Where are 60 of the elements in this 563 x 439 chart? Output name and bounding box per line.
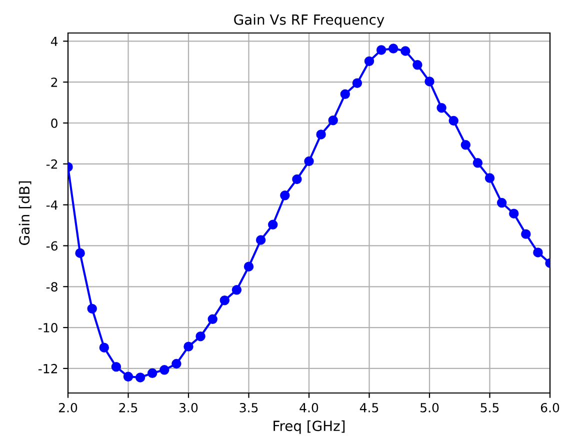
y-tick-label: -10 xyxy=(38,323,58,332)
point xyxy=(280,190,290,200)
point xyxy=(220,295,230,306)
point xyxy=(496,198,507,208)
point xyxy=(123,372,134,382)
point xyxy=(412,60,422,70)
y-tick-label: 2 xyxy=(51,78,58,87)
x-tick-label: 6.0 xyxy=(540,402,560,412)
x-tick-label: 3.0 xyxy=(180,402,198,412)
x-tick-label: 5.5 xyxy=(480,403,499,412)
x-tick-label: 2.5 xyxy=(119,402,138,412)
point xyxy=(75,248,85,258)
point xyxy=(256,235,266,245)
point xyxy=(244,262,254,272)
point xyxy=(472,158,483,168)
y-tick-label: -2 xyxy=(46,159,58,169)
y-tick-label: -12 xyxy=(38,364,58,374)
point xyxy=(376,45,386,55)
point xyxy=(352,78,362,88)
x-tick-label: 4.0 xyxy=(300,402,318,412)
point xyxy=(172,358,182,369)
point xyxy=(196,331,206,342)
point xyxy=(316,130,326,140)
point xyxy=(424,76,434,86)
y-tick-label: -4 xyxy=(46,200,58,210)
x-tick-label: 2.0 xyxy=(58,402,78,412)
y-tick-label: -6 xyxy=(46,241,58,251)
point xyxy=(388,44,398,54)
point xyxy=(533,248,543,258)
point xyxy=(184,342,194,352)
point xyxy=(508,208,519,218)
point xyxy=(340,89,350,100)
x-tick-label: 5.0 xyxy=(420,402,439,412)
chart-title: Gain Vs RF Frequency xyxy=(234,14,384,28)
point xyxy=(87,304,97,314)
point xyxy=(460,140,471,150)
point xyxy=(484,173,495,183)
y-tick-label: -8 xyxy=(46,282,58,292)
point xyxy=(147,368,158,378)
point xyxy=(400,46,410,56)
point xyxy=(160,365,170,375)
point xyxy=(135,372,146,382)
point xyxy=(364,56,374,66)
y-tick-label: 4 xyxy=(50,36,58,46)
point xyxy=(448,116,458,126)
point xyxy=(521,229,531,239)
point xyxy=(292,174,302,184)
point xyxy=(99,342,110,352)
point xyxy=(328,115,338,126)
point xyxy=(268,220,278,230)
point xyxy=(208,314,218,324)
point xyxy=(111,362,122,372)
x-axis-title: Freq [GHz] xyxy=(274,420,345,434)
point xyxy=(232,285,242,295)
x-tick-label: 3.5 xyxy=(240,402,258,412)
x-tick-label: 4.5 xyxy=(360,403,378,412)
y-axis-title: Gain [dB] xyxy=(18,181,32,245)
point xyxy=(436,103,446,113)
y-tick-label: 0 xyxy=(51,118,58,128)
point xyxy=(304,156,314,166)
